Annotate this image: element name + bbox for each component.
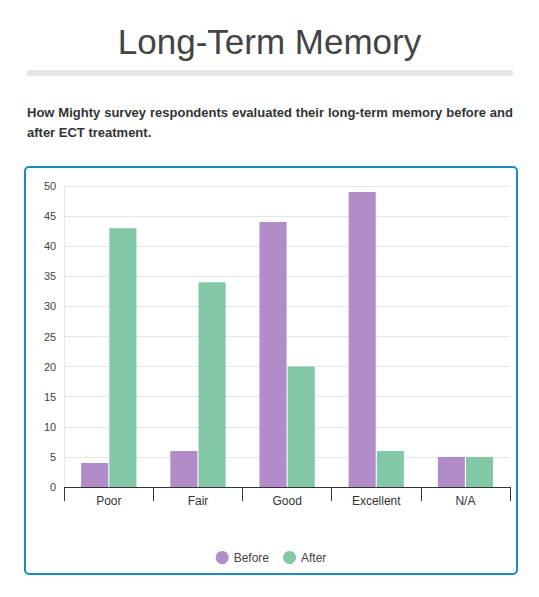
svg-text:0: 0	[50, 481, 56, 493]
svg-text:Before: Before	[234, 551, 270, 565]
svg-text:45: 45	[44, 210, 56, 222]
svg-text:N/A: N/A	[455, 494, 475, 508]
svg-text:Good: Good	[272, 494, 301, 508]
svg-text:5: 5	[50, 451, 56, 463]
svg-text:15: 15	[44, 391, 56, 403]
svg-text:Fair: Fair	[188, 494, 209, 508]
svg-text:30: 30	[44, 300, 56, 312]
svg-text:25: 25	[44, 331, 56, 343]
svg-text:After: After	[301, 551, 326, 565]
svg-text:40: 40	[44, 240, 56, 252]
svg-text:20: 20	[44, 361, 56, 373]
html-text:How Mighty survey respondents: How Mighty survey respondents evaluated …	[27, 105, 513, 140]
svg-text:10: 10	[44, 421, 56, 433]
svg-text:Poor: Poor	[96, 494, 121, 508]
svg-text:Excellent: Excellent	[352, 494, 401, 508]
html-text:Long-Term Memory: Long-Term Memory	[117, 22, 422, 61]
svg-text:50: 50	[44, 180, 56, 192]
svg-text:35: 35	[44, 270, 56, 282]
